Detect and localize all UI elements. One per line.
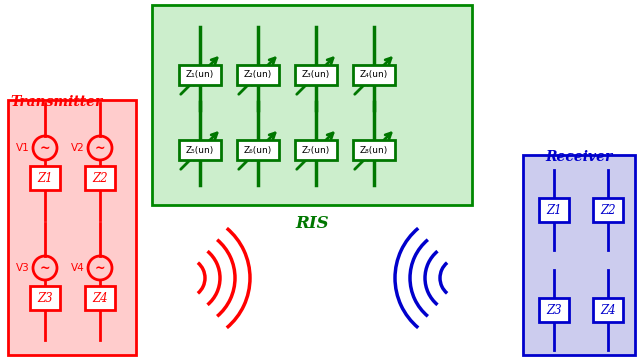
FancyBboxPatch shape [295,140,337,160]
FancyBboxPatch shape [539,298,569,322]
FancyBboxPatch shape [295,65,337,85]
FancyBboxPatch shape [85,286,115,310]
FancyBboxPatch shape [30,286,60,310]
FancyBboxPatch shape [523,155,635,355]
Text: ~: ~ [40,261,51,274]
Text: V4: V4 [71,263,85,273]
Text: Z₄(un): Z₄(un) [360,71,388,79]
Text: ~: ~ [95,142,106,154]
FancyBboxPatch shape [85,166,115,190]
FancyBboxPatch shape [353,140,395,160]
FancyBboxPatch shape [179,65,221,85]
FancyBboxPatch shape [593,298,623,322]
Text: Z₃(un): Z₃(un) [302,71,330,79]
FancyBboxPatch shape [179,140,221,160]
Text: Z₅(un): Z₅(un) [186,146,214,154]
FancyBboxPatch shape [237,140,279,160]
FancyBboxPatch shape [152,5,472,205]
FancyBboxPatch shape [353,65,395,85]
Text: Z3: Z3 [546,304,562,317]
Text: V2: V2 [71,143,85,153]
Text: Z2: Z2 [92,171,108,185]
Text: Z1: Z1 [37,171,53,185]
Text: Z4: Z4 [600,304,616,317]
FancyBboxPatch shape [237,65,279,85]
FancyBboxPatch shape [593,198,623,222]
Text: V3: V3 [16,263,30,273]
Text: Z3: Z3 [37,292,53,305]
Text: Transmitter: Transmitter [10,95,102,109]
Text: ~: ~ [95,261,106,274]
Text: Receiver: Receiver [545,150,612,164]
Text: ~: ~ [40,142,51,154]
Text: Z₁(un): Z₁(un) [186,71,214,79]
Text: Z4: Z4 [92,292,108,305]
Text: Z₈(un): Z₈(un) [360,146,388,154]
Text: Z2: Z2 [600,203,616,217]
FancyBboxPatch shape [8,100,136,355]
Text: RIS: RIS [295,214,329,232]
Text: Z₆(un): Z₆(un) [244,146,272,154]
Text: V1: V1 [16,143,30,153]
Text: Z1: Z1 [546,203,562,217]
FancyBboxPatch shape [30,166,60,190]
Text: Z₂(un): Z₂(un) [244,71,272,79]
FancyBboxPatch shape [539,198,569,222]
Text: Z₇(un): Z₇(un) [302,146,330,154]
